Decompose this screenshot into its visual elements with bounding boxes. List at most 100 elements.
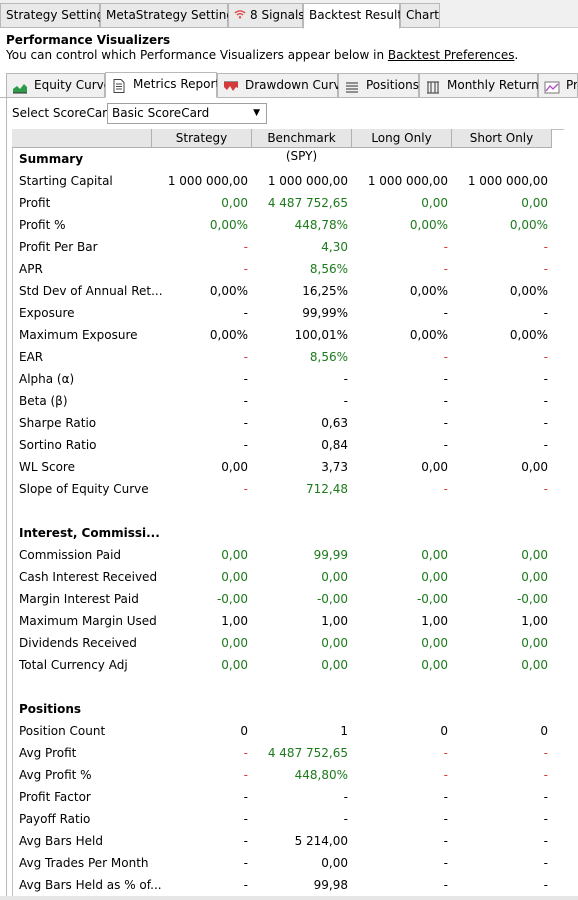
metric-label: EAR xyxy=(19,350,44,364)
metric-label: Beta (β) xyxy=(19,394,68,408)
metric-label: Profit % xyxy=(19,218,66,232)
column-header-benchmark[interactable]: Benchmark (SPY) xyxy=(252,129,352,163)
visualizer-tab-strip: Equity Curve Metrics Report Drawdown Cur… xyxy=(0,70,578,98)
horizontal-scrollbar[interactable] xyxy=(0,896,578,900)
tab-label: 8 Signals xyxy=(250,8,305,22)
tab-label: Monthly Returns xyxy=(447,78,545,92)
metric-value: 0,00% xyxy=(209,284,248,298)
metric-value: 0,00 xyxy=(521,658,548,672)
metric-value: - xyxy=(543,746,548,760)
metric-value: - xyxy=(543,438,548,452)
metric-value: - xyxy=(543,878,548,892)
metric-value: 0,00% xyxy=(409,328,448,342)
metric-value: - xyxy=(343,790,348,804)
metric-value: - xyxy=(543,812,548,826)
tab-chart[interactable]: Chart xyxy=(400,3,440,28)
metric-label: Profit Factor xyxy=(19,790,91,804)
metric-value: -0,00 xyxy=(316,592,348,606)
metric-value: 16,25% xyxy=(302,284,348,298)
tab-more[interactable]: Pro xyxy=(538,73,578,98)
metric-value: - xyxy=(543,394,548,408)
metric-label: APR xyxy=(19,262,43,276)
scorecard-select[interactable]: Basic ScoreCard ▼ xyxy=(107,103,267,124)
metric-label: Cash Interest Received xyxy=(19,570,158,584)
metric-label: Avg Profit % xyxy=(19,768,92,782)
metric-value: 0,00% xyxy=(209,218,248,232)
metric-value: - xyxy=(443,394,448,408)
metric-value: 0,00% xyxy=(509,218,548,232)
metric-value: - xyxy=(343,394,348,408)
metric-value: 4 487 752,65 xyxy=(267,746,348,760)
metric-value: - xyxy=(443,812,448,826)
column-header-strategy[interactable]: Strategy xyxy=(152,129,252,148)
metric-value: 0,00% xyxy=(509,328,548,342)
metric-value: 0,00 xyxy=(421,196,448,210)
backtest-preferences-link[interactable]: Backtest Preferences xyxy=(387,48,515,62)
metric-value: 1,00 xyxy=(521,614,548,628)
metric-value: -0,00 xyxy=(216,592,248,606)
description-suffix: . xyxy=(514,48,519,62)
metric-value: 99,98 xyxy=(313,878,348,892)
metric-value: 5 214,00 xyxy=(294,834,348,848)
metric-value: - xyxy=(443,856,448,870)
metric-value: - xyxy=(443,438,448,452)
section-heading: Interest, Commissi... xyxy=(19,526,160,540)
metric-label: WL Score xyxy=(19,460,75,474)
metric-value: 99,99% xyxy=(302,306,348,320)
column-header-long-only[interactable]: Long Only xyxy=(352,129,452,148)
metric-value: 448,78% xyxy=(294,218,348,232)
metric-value: - xyxy=(443,306,448,320)
tab-monthly-returns[interactable]: Monthly Returns xyxy=(419,73,545,98)
metric-value: - xyxy=(543,856,548,870)
metric-label: Exposure xyxy=(19,306,75,320)
tab-metrics-report[interactable]: Metrics Report xyxy=(105,72,220,98)
metric-value: - xyxy=(543,790,548,804)
metric-value: 0,00% xyxy=(409,218,448,232)
drawdown-curve-icon xyxy=(223,79,239,92)
metric-value: 0,63 xyxy=(321,416,348,430)
metric-value: - xyxy=(443,834,448,848)
metric-value: - xyxy=(543,372,548,386)
tab-drawdown-curve[interactable]: Drawdown Curve xyxy=(217,73,348,98)
metric-value: - xyxy=(243,372,248,386)
metric-value: 0,00 xyxy=(521,460,548,474)
tab-positions[interactable]: Positions xyxy=(338,73,419,98)
metric-value: - xyxy=(543,350,548,364)
metric-value: 0,00 xyxy=(221,636,248,650)
metric-value: - xyxy=(243,350,248,364)
metric-value: - xyxy=(543,262,548,276)
metric-value: - xyxy=(343,812,348,826)
tab-backtest-results[interactable]: Backtest Results xyxy=(303,3,408,29)
tab-label: Drawdown Curve xyxy=(245,78,348,92)
metric-value: - xyxy=(243,768,248,782)
metric-value: - xyxy=(443,240,448,254)
metric-label: Sharpe Ratio xyxy=(19,416,97,430)
metric-value: 712,48 xyxy=(306,482,348,496)
metric-value: 0,00 xyxy=(421,658,448,672)
metric-value: - xyxy=(243,790,248,804)
metric-value: 0,00 xyxy=(421,636,448,650)
tab-equity-curve[interactable]: Equity Curve xyxy=(6,73,111,98)
metric-value: - xyxy=(243,438,248,452)
metric-value: - xyxy=(443,482,448,496)
metric-value: - xyxy=(543,768,548,782)
metric-value: 1 000 000,00 xyxy=(167,174,248,188)
metric-value: - xyxy=(443,878,448,892)
list-icon xyxy=(344,79,360,93)
tab-metastrategy-settings[interactable]: MetaStrategy Settings xyxy=(100,3,240,28)
metric-value: 0 xyxy=(240,724,248,738)
tab-signals[interactable]: 8 Signals xyxy=(228,3,305,28)
metric-value: - xyxy=(443,746,448,760)
metric-label: Profit xyxy=(19,196,51,210)
metric-label: Maximum Margin Used xyxy=(19,614,157,628)
metric-value: 0,00 xyxy=(321,636,348,650)
metric-value: 0,00% xyxy=(409,284,448,298)
column-header-short-only[interactable]: Short Only xyxy=(452,129,552,148)
section-heading: Positions xyxy=(19,702,82,716)
tab-label: Backtest Results xyxy=(309,8,409,22)
metric-value: - xyxy=(543,306,548,320)
signal-icon xyxy=(234,4,246,27)
metric-value: 0,00 xyxy=(521,636,548,650)
tab-strategy-settings[interactable]: Strategy Settings xyxy=(0,3,110,28)
metric-value: - xyxy=(243,856,248,870)
